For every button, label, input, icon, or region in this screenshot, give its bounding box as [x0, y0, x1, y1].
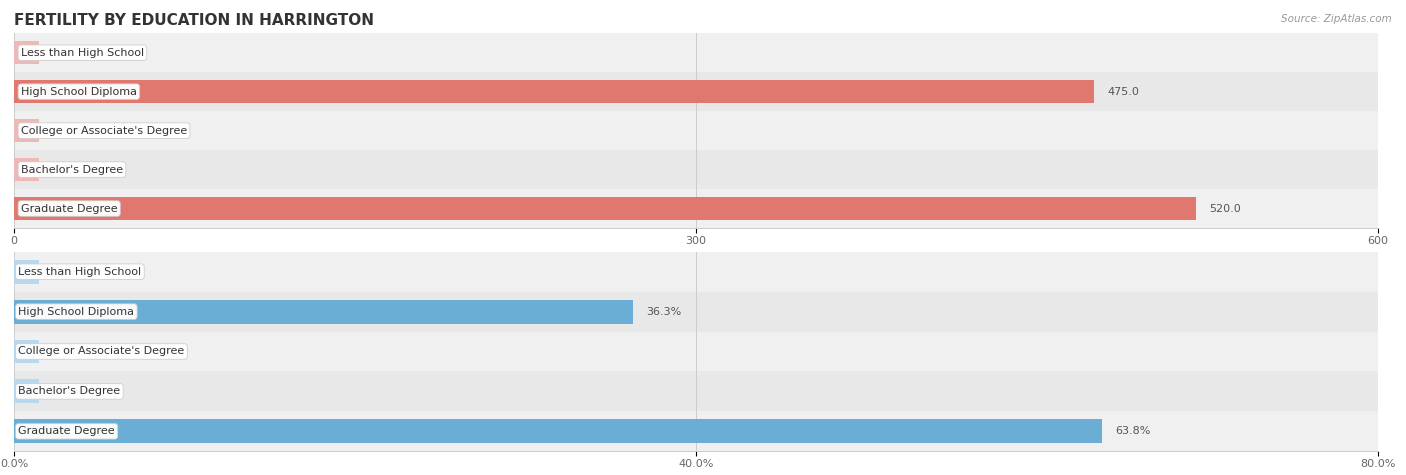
Text: Less than High School: Less than High School: [18, 266, 142, 277]
Bar: [14, 72, 1378, 111]
Bar: [14, 332, 1378, 371]
Bar: [14, 189, 1378, 228]
Bar: [14, 300, 633, 323]
Text: Less than High School: Less than High School: [21, 48, 143, 58]
Text: College or Associate's Degree: College or Associate's Degree: [21, 125, 187, 136]
Bar: [14, 111, 1378, 150]
Bar: [14, 80, 1094, 104]
Text: High School Diploma: High School Diploma: [18, 306, 135, 317]
Bar: [14, 150, 1378, 189]
Text: 0.0: 0.0: [52, 125, 70, 136]
Text: 0.0: 0.0: [52, 48, 70, 58]
Text: College or Associate's Degree: College or Associate's Degree: [18, 346, 184, 357]
Text: 0.0: 0.0: [52, 164, 70, 175]
Bar: [14, 41, 38, 65]
Bar: [14, 158, 38, 181]
Text: 475.0: 475.0: [1108, 86, 1139, 97]
Text: Bachelor's Degree: Bachelor's Degree: [18, 386, 121, 397]
Text: Source: ZipAtlas.com: Source: ZipAtlas.com: [1281, 14, 1392, 24]
Text: Graduate Degree: Graduate Degree: [21, 203, 118, 214]
Text: 0.0%: 0.0%: [52, 386, 80, 397]
Bar: [14, 252, 1378, 292]
Text: Bachelor's Degree: Bachelor's Degree: [21, 164, 122, 175]
Bar: [14, 419, 1102, 443]
Bar: [14, 197, 1197, 220]
Text: Graduate Degree: Graduate Degree: [18, 426, 115, 437]
Bar: [14, 292, 1378, 332]
Bar: [14, 119, 38, 142]
Bar: [14, 260, 38, 284]
Bar: [14, 33, 1378, 72]
Text: 63.8%: 63.8%: [1115, 426, 1150, 437]
Bar: [14, 371, 1378, 411]
Bar: [14, 340, 38, 363]
Text: High School Diploma: High School Diploma: [21, 86, 136, 97]
Text: 520.0: 520.0: [1209, 203, 1241, 214]
Text: 0.0%: 0.0%: [52, 346, 80, 357]
Text: 36.3%: 36.3%: [647, 306, 682, 317]
Bar: [14, 411, 1378, 451]
Text: FERTILITY BY EDUCATION IN HARRINGTON: FERTILITY BY EDUCATION IN HARRINGTON: [14, 13, 374, 28]
Text: 0.0%: 0.0%: [52, 266, 80, 277]
Bar: [14, 380, 38, 403]
